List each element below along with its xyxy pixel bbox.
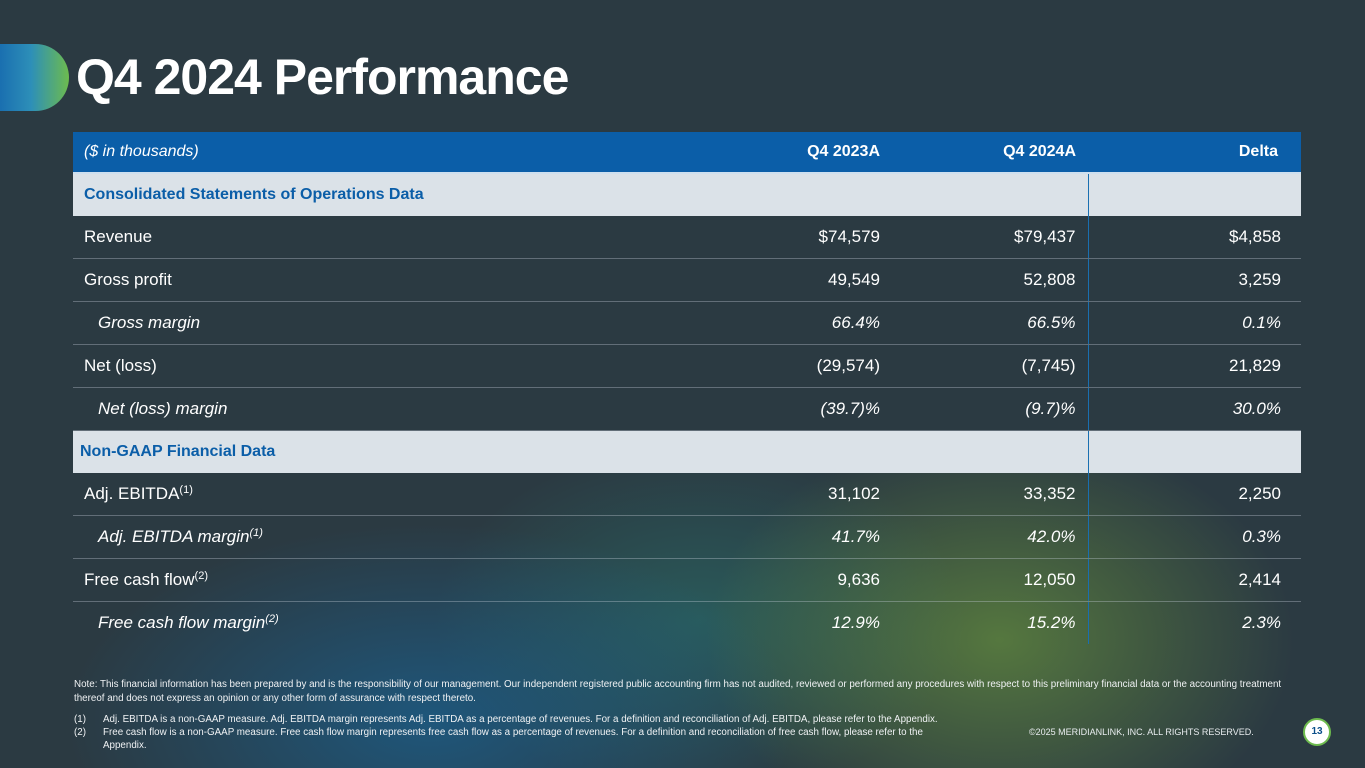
copyright-notice: ©2025 MERIDIANLINK, INC. ALL RIGHTS RESE… xyxy=(1029,727,1254,737)
performance-table: ($ in thousands) Q4 2023A Q4 2024A Delta… xyxy=(73,132,1301,644)
table-row: Revenue $74,579 $79,437 $4,858 xyxy=(73,216,1301,259)
cell-q4-2024: 66.5% xyxy=(892,301,1088,345)
row-label: Free cash flow xyxy=(84,570,195,589)
unit-header: ($ in thousands) xyxy=(73,132,696,174)
col-header-delta: Delta xyxy=(1088,132,1301,174)
footnote-ref: (1) xyxy=(179,484,193,496)
footnote-text-continued: Appendix. xyxy=(103,740,147,751)
cell-q4-2024: 12,050 xyxy=(892,558,1088,602)
cell-q4-2024: 33,352 xyxy=(892,473,1088,516)
section-gap-cell xyxy=(1087,173,1301,216)
page-title: Q4 2024 Performance xyxy=(76,49,569,105)
row-label: Gross margin xyxy=(73,301,696,345)
row-label: Gross profit xyxy=(73,258,696,302)
disclaimer-note: Note: This financial information has bee… xyxy=(74,679,1282,704)
row-label: Net (loss) xyxy=(73,344,696,388)
cell-q4-2023: $74,579 xyxy=(696,216,892,259)
cell-delta: 3,259 xyxy=(1087,258,1301,302)
title-accent-tab xyxy=(0,44,69,111)
table-header-row: ($ in thousands) Q4 2023A Q4 2024A Delta xyxy=(73,132,1301,174)
footnote-number: (1) xyxy=(74,714,86,725)
section-gap-cell xyxy=(1087,430,1301,473)
footnote-2: (2) Free cash flow is a non-GAAP measure.… xyxy=(74,726,1009,752)
table-row: Gross margin 66.4% 66.5% 0.1% xyxy=(73,301,1301,345)
table-row: Adj. EBITDA margin(1) 41.7% 42.0% 0.3% xyxy=(73,515,1301,559)
table-row: Net (loss) margin (39.7)% (9.7)% 30.0% xyxy=(73,387,1301,431)
cell-q4-2023: (39.7)% xyxy=(696,387,892,431)
footnote-ref: (1) xyxy=(249,527,263,539)
row-label-cell: Free cash flow margin(2) xyxy=(73,602,696,645)
page-number-badge: 13 xyxy=(1303,718,1331,746)
cell-q4-2023: 49,549 xyxy=(696,258,892,302)
cell-delta: 0.3% xyxy=(1087,515,1301,559)
row-label: Free cash flow margin xyxy=(98,613,266,632)
cell-delta: 2,250 xyxy=(1087,473,1301,516)
cell-q4-2023: 66.4% xyxy=(696,301,892,345)
table-row: Free cash flow(2) 9,636 12,050 2,414 xyxy=(73,558,1301,602)
cell-q4-2024: 42.0% xyxy=(892,515,1088,559)
cell-q4-2024: $79,437 xyxy=(892,216,1088,259)
table-row: Net (loss) (29,574) (7,745) 21,829 xyxy=(73,344,1301,388)
row-label: Adj. EBITDA margin xyxy=(98,527,250,546)
table-row: Gross profit 49,549 52,808 3,259 xyxy=(73,258,1301,302)
row-label: Revenue xyxy=(73,216,696,259)
section-title: Non-GAAP Financial Data xyxy=(73,430,1088,473)
footnote-1: (1) Adj. EBITDA is a non-GAAP measure. Ad… xyxy=(74,713,1009,726)
footnote-text: Free cash flow is a non-GAAP measure. Fr… xyxy=(103,727,923,738)
cell-q4-2023: (29,574) xyxy=(696,344,892,388)
row-label: Net (loss) margin xyxy=(73,387,696,431)
footnote-number: (2) xyxy=(74,727,86,738)
cell-q4-2024: 15.2% xyxy=(1027,613,1076,632)
cell-delta: 2.3% xyxy=(1087,601,1301,644)
col-header-q4-2023: Q4 2023A xyxy=(696,132,892,174)
cell-q4-2023: 41.7% xyxy=(696,515,892,559)
cell-q4-2024: (9.7)% xyxy=(892,387,1088,431)
cell-delta: 21,829 xyxy=(1087,344,1301,388)
section-title: Consolidated Statements of Operations Da… xyxy=(73,173,1088,216)
section-row-non-gaap: Non-GAAP Financial Data xyxy=(73,430,1301,473)
cell-q4-2023: 12.9% xyxy=(831,613,880,632)
section-row-operations: Consolidated Statements of Operations Da… xyxy=(73,173,1301,216)
cell-delta: 2,414 xyxy=(1087,558,1301,602)
cell-q4-2024: 52,808 xyxy=(892,258,1088,302)
row-label-cell: Adj. EBITDA margin(1) xyxy=(73,515,696,559)
cell-q4-2023: 31,102 xyxy=(696,473,892,516)
col-header-q4-2024: Q4 2024A xyxy=(892,132,1088,174)
cell-q4-2023: 9,636 xyxy=(696,558,892,602)
cell-delta: $4,858 xyxy=(1087,216,1301,259)
cell-delta: 0.1% xyxy=(1087,301,1301,345)
footnote-ref: (2) xyxy=(194,570,208,582)
table-row: Adj. EBITDA(1) 31,102 33,352 2,250 xyxy=(73,473,1301,516)
row-label: Adj. EBITDA xyxy=(84,484,180,503)
cell-delta: 30.0% xyxy=(1087,387,1301,431)
footnote-text: Adj. EBITDA is a non-GAAP measure. Adj. … xyxy=(103,714,938,725)
table-row: Free cash flow margin(2) 12.9% 15.2% 2.3… xyxy=(73,601,1301,645)
row-label-cell: Adj. EBITDA(1) xyxy=(73,473,696,516)
footnote-ref: (2) xyxy=(265,613,279,625)
row-label-cell: Free cash flow(2) xyxy=(73,558,696,602)
cell-q4-2024: (7,745) xyxy=(892,344,1088,388)
